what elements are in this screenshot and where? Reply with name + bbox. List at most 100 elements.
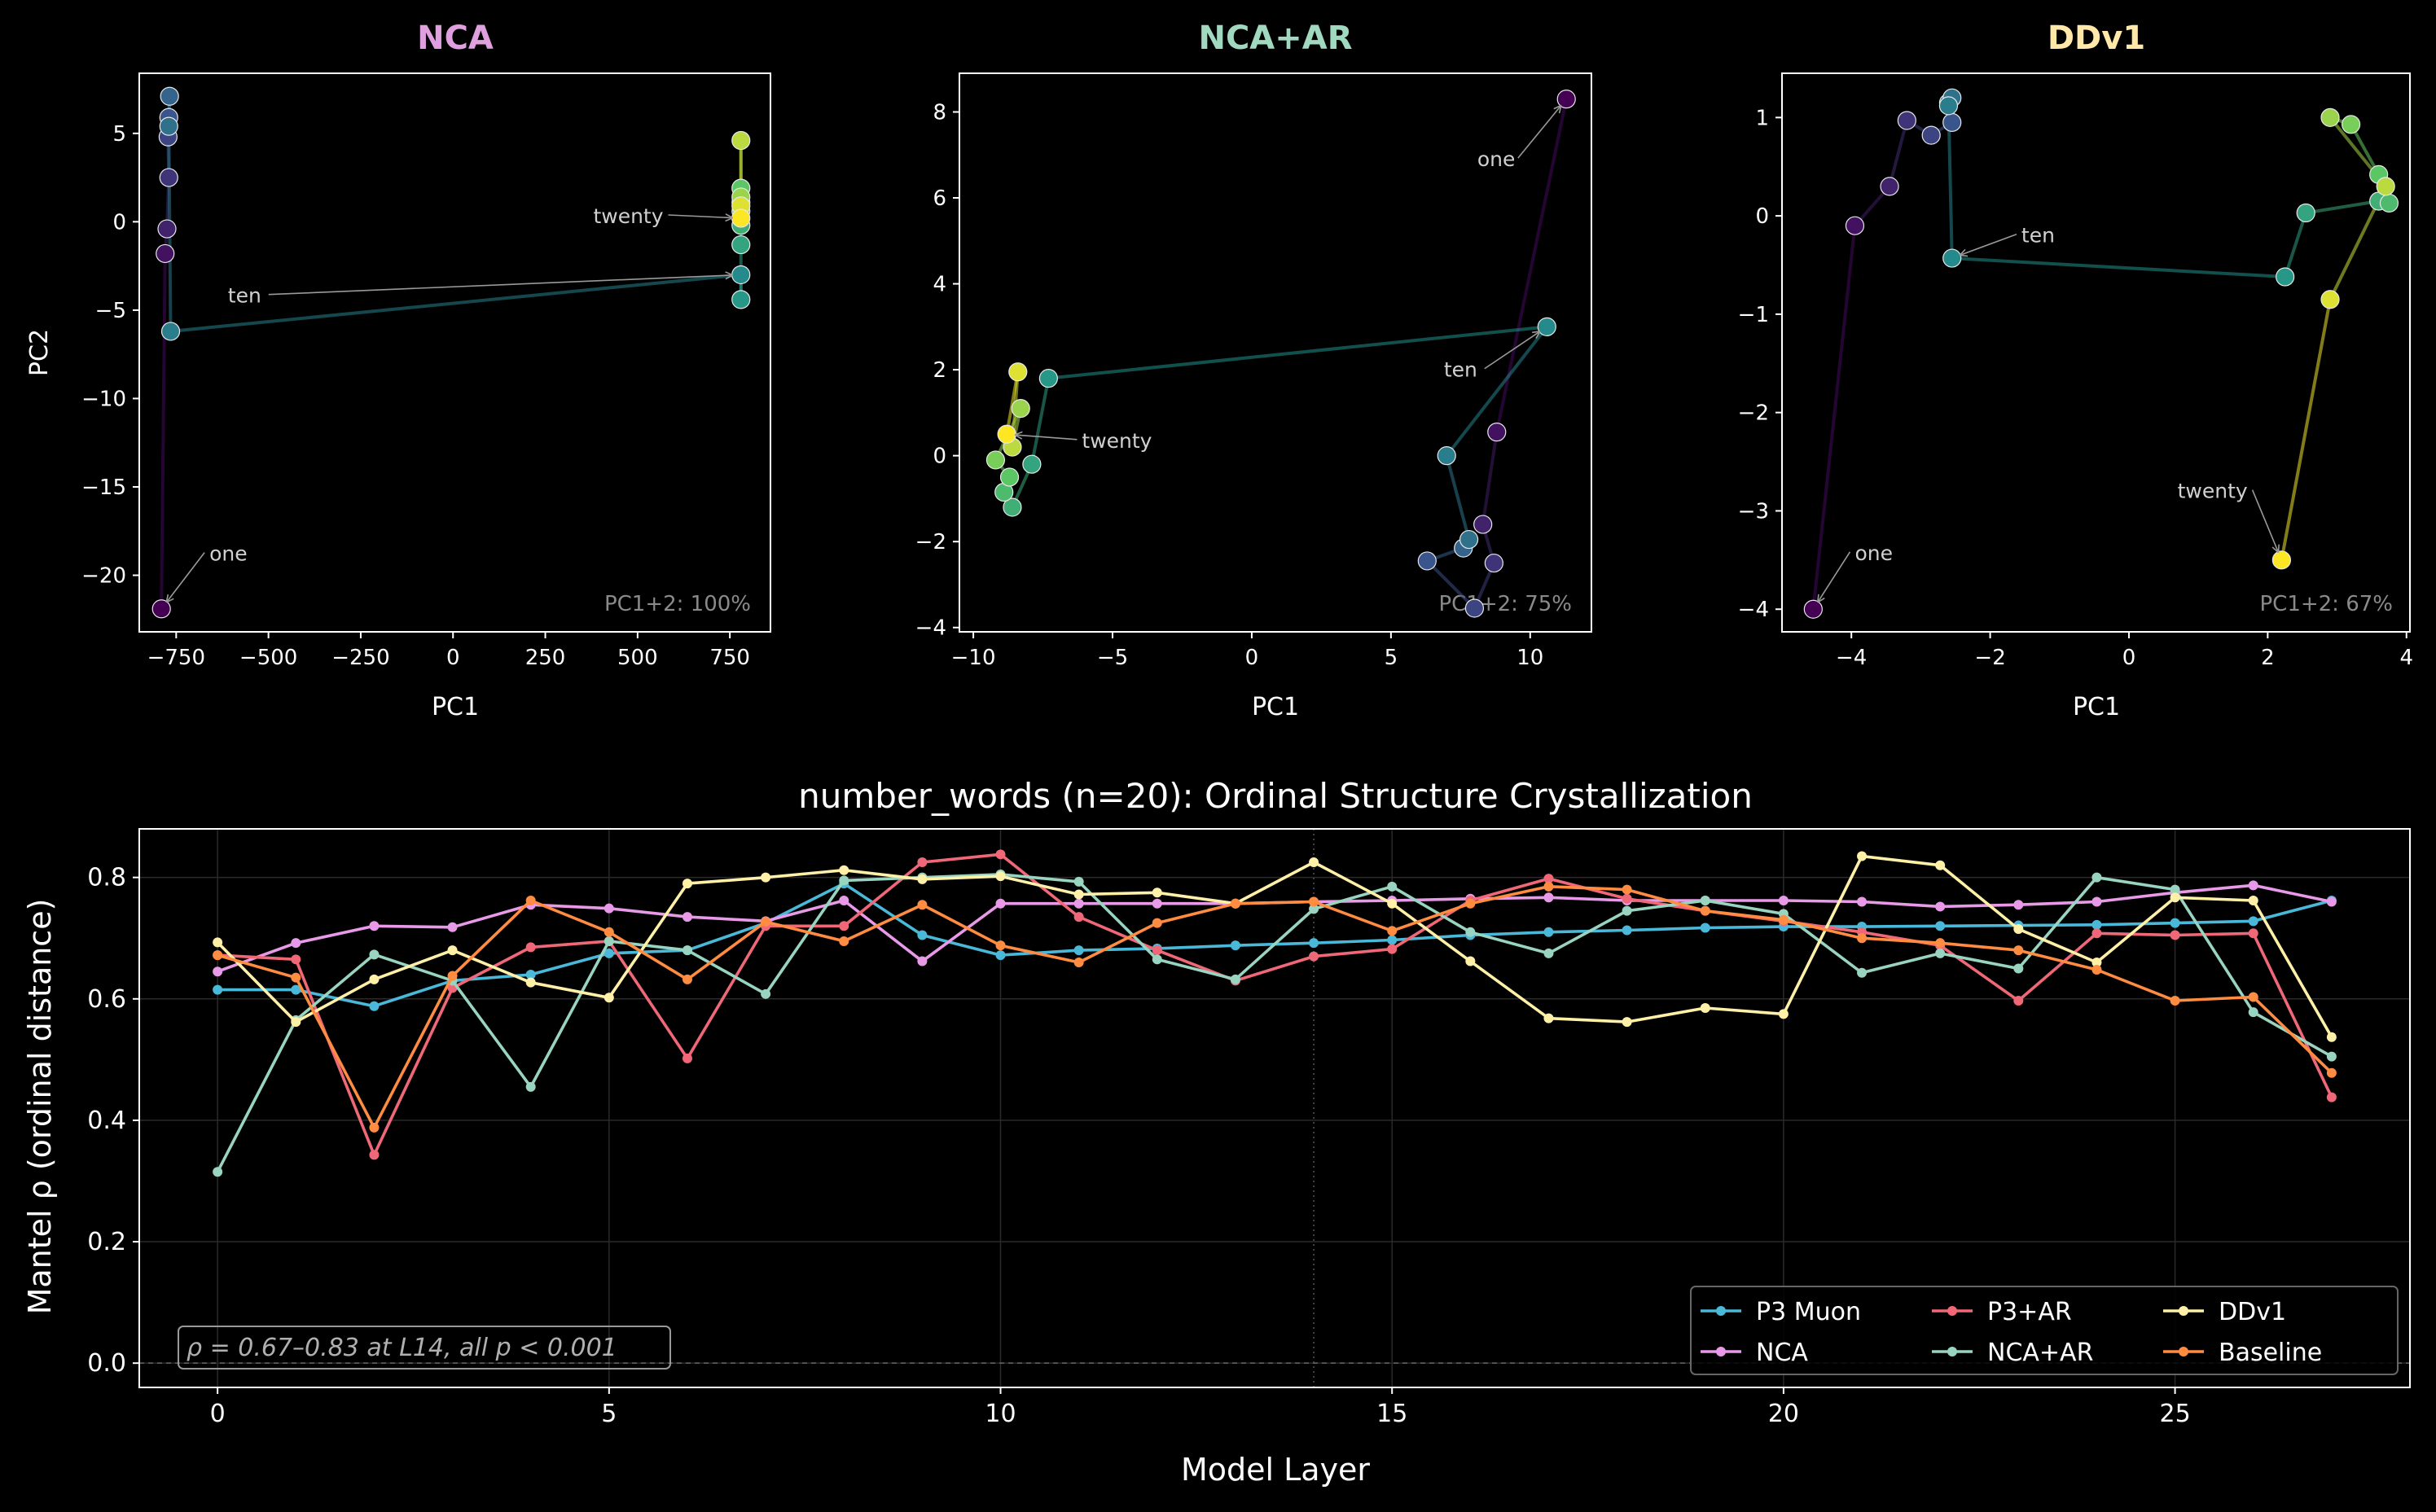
series-point: [995, 940, 1006, 951]
series-point: [604, 993, 614, 1003]
annotation-arrowhead: [1816, 594, 1825, 603]
series-p3-ar: [213, 849, 2337, 1160]
scatter-point: [1942, 248, 1962, 268]
series-point: [1387, 926, 1398, 936]
series-baseline: [213, 881, 2337, 1133]
plot-frame: [138, 828, 2411, 1388]
scatter-point: [1417, 551, 1437, 571]
series-point: [1935, 938, 1946, 949]
y-tick-label: 0: [1755, 204, 1769, 229]
annotation-arrow: [165, 552, 205, 603]
series-point: [1700, 923, 1710, 933]
scatter-point: [151, 599, 171, 619]
series-point: [2170, 918, 2180, 928]
scatter-point: [1038, 369, 1058, 388]
series-point: [1152, 918, 1162, 928]
series-line: [217, 852, 2333, 1157]
series-point: [1230, 898, 1240, 909]
series-point: [1152, 954, 1162, 965]
x-tick-label: 5: [1385, 646, 1398, 670]
y-tick-label: 5: [112, 122, 126, 147]
x-axis-label: PC1: [432, 693, 479, 721]
series-point: [682, 912, 692, 923]
scatter-point: [2320, 290, 2340, 309]
series-point: [525, 1081, 536, 1092]
series-point: [1622, 893, 1632, 904]
trajectory-segment: [1811, 225, 1857, 610]
x-tick-label: −4: [1836, 646, 1867, 670]
annotation-arrowhead: [2271, 544, 2280, 554]
series-point: [2091, 964, 2102, 975]
trajectory-segment: [1481, 432, 1499, 525]
series-point: [761, 988, 771, 999]
series-point: [2170, 892, 2180, 903]
scatter-point: [1880, 177, 1899, 196]
series-point: [1387, 944, 1398, 954]
series-point: [995, 849, 1006, 860]
series-point: [2091, 919, 2102, 930]
series-point: [839, 875, 849, 886]
scatter-point: [1938, 96, 1959, 116]
series-point: [2170, 930, 2180, 940]
series-point: [2170, 884, 2180, 895]
y-tick-label: −2: [1738, 401, 1769, 426]
y-tick-label: 0: [933, 445, 946, 469]
series-point: [917, 930, 928, 940]
series-point: [2326, 1067, 2337, 1078]
scatter-point: [1008, 362, 1028, 382]
x-tick-label: −500: [239, 646, 297, 670]
series-point: [839, 895, 849, 905]
y-axis-label: Mantel ρ (ordinal distance): [22, 899, 58, 1315]
series-point: [447, 922, 458, 932]
series-point: [2091, 872, 2102, 883]
series-point: [682, 879, 692, 889]
series-point: [1622, 905, 1632, 916]
series-point: [995, 950, 1006, 961]
y-tick-label: 0: [112, 210, 126, 234]
legend-label: P3+AR: [1987, 1298, 2072, 1326]
scatter-point: [1942, 112, 1962, 132]
scatter-point: [1473, 515, 1493, 534]
series-point: [604, 948, 614, 958]
series-point: [1465, 898, 1476, 909]
line-chart-title: number_words (n=20): Ordinal Structure C…: [798, 776, 1753, 816]
x-tick-label: 25: [2159, 1400, 2190, 1428]
x-axis-label: PC1: [1252, 693, 1299, 721]
series-point: [1857, 851, 1868, 861]
scatter-point: [731, 234, 751, 255]
y-tick-label: −2: [915, 530, 946, 554]
x-tick-label: 20: [1768, 1400, 1799, 1428]
trajectory-segment: [1005, 371, 1020, 435]
pca-panel-nca: NCA PC1 PC2 PC1+2: 100% −750 −500 −250 0 250…: [25, 20, 771, 721]
series-point: [2013, 945, 2024, 956]
series-point: [1073, 889, 1084, 900]
mantel-line-chart: number_words (n=20): Ordinal Structure C…: [22, 776, 2411, 1488]
x-tick-label: 15: [1376, 1400, 1407, 1428]
annotation-arrowhead: [1553, 104, 1562, 114]
annotation-arrowhead: [725, 213, 734, 222]
series-point: [213, 1167, 223, 1177]
scatter-point: [1803, 599, 1823, 619]
scatter-point: [2341, 115, 2361, 134]
series-point: [213, 950, 223, 961]
scatter-point: [731, 130, 751, 151]
series-point: [1857, 896, 1868, 907]
scatter-point: [160, 86, 179, 106]
variance-note: PC1+2: 100%: [604, 592, 751, 616]
point-annotation-ten: ten: [228, 284, 261, 308]
scatter-point: [1459, 529, 1479, 550]
series-point: [291, 984, 301, 995]
legend-label: Baseline: [2219, 1339, 2322, 1367]
x-tick-label: 10: [1516, 646, 1543, 670]
scatter-point: [1003, 497, 1022, 517]
scatter-point: [1845, 216, 1865, 235]
legend-marker: [1947, 1347, 1957, 1356]
series-point: [1935, 901, 1946, 912]
series-point: [1309, 896, 1319, 907]
y-tick-label: 2: [933, 358, 946, 383]
x-tick-label: 10: [985, 1400, 1016, 1428]
scatter-point: [1437, 446, 1456, 466]
series-point: [1387, 881, 1398, 892]
series-point: [213, 984, 223, 995]
y-tick-label: −5: [95, 299, 126, 323]
